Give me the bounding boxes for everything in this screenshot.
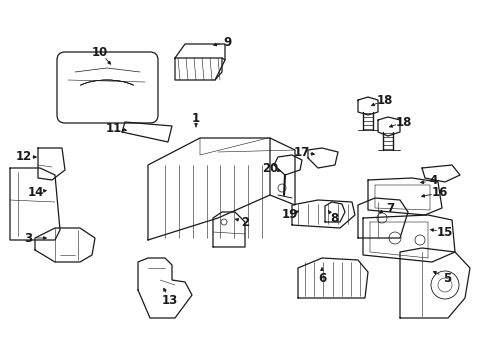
Text: 13: 13 [162,293,178,306]
Text: 7: 7 [385,202,393,215]
Text: 5: 5 [442,271,450,284]
Text: 4: 4 [429,175,437,188]
Text: 9: 9 [224,36,232,49]
Text: 6: 6 [317,271,325,284]
Text: 11: 11 [106,122,122,135]
Text: 2: 2 [241,216,248,229]
Text: 10: 10 [92,45,108,58]
Text: 14: 14 [28,185,44,198]
Text: 1: 1 [192,112,200,125]
Text: 8: 8 [329,211,337,225]
Text: 17: 17 [293,145,309,158]
Text: 12: 12 [16,150,32,163]
Text: 18: 18 [376,94,392,107]
Text: 15: 15 [436,225,452,238]
Text: 3: 3 [24,231,32,244]
Text: 18: 18 [395,116,411,129]
Text: 20: 20 [262,162,278,175]
Text: 19: 19 [281,207,298,220]
Text: 16: 16 [431,186,447,199]
